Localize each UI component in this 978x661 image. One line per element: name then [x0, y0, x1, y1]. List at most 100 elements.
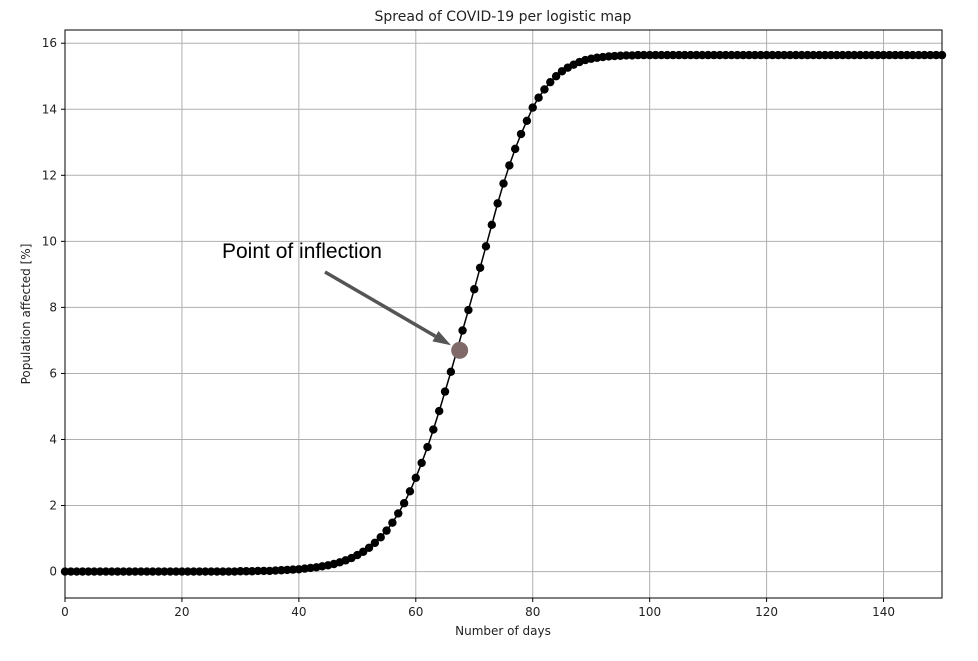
data-point: [727, 50, 736, 60]
data-point: [370, 538, 380, 548]
data-point: [201, 567, 210, 576]
data-point: [698, 50, 707, 60]
data-point: [779, 50, 789, 60]
data-point: [84, 567, 93, 576]
data-point: [458, 326, 467, 335]
data-point: [885, 50, 894, 60]
data-point: [470, 285, 479, 294]
data-point: [528, 103, 537, 112]
data-point: [832, 50, 841, 60]
annotation-arrow-shaft: [324, 270, 437, 338]
data-point: [622, 51, 631, 60]
data-point: [546, 77, 555, 87]
data-point: [540, 85, 549, 94]
data-point: [505, 161, 514, 170]
y-tick-label: 10: [42, 234, 57, 248]
data-point: [867, 50, 877, 60]
y-tick-label: 8: [49, 300, 57, 314]
data-point: [838, 50, 847, 60]
data-point: [663, 50, 672, 60]
x-tick-label: 100: [638, 605, 661, 619]
data-point: [826, 50, 836, 60]
data-point: [908, 50, 917, 60]
data-point: [177, 567, 187, 576]
data-point: [891, 50, 900, 60]
data-point: [90, 567, 99, 576]
data-point: [674, 50, 684, 60]
data-point: [902, 50, 912, 60]
data-point: [119, 567, 128, 576]
data-point: [709, 50, 719, 60]
data-point: [703, 50, 713, 60]
data-point: [645, 50, 654, 60]
data-point: [668, 50, 678, 60]
data-point: [382, 526, 391, 535]
series-logistic: [60, 50, 947, 576]
data-point: [206, 567, 216, 576]
data-point: [651, 50, 660, 60]
data-point: [394, 509, 403, 518]
data-point: [195, 567, 204, 576]
data-point: [136, 567, 146, 576]
y-tick-label: 4: [49, 432, 57, 446]
data-point: [633, 50, 643, 60]
data-point: [399, 499, 409, 508]
x-tick-label: 20: [174, 605, 189, 619]
data-point: [926, 50, 935, 60]
data-point: [166, 567, 175, 576]
data-point: [183, 567, 192, 576]
data-point: [815, 50, 824, 60]
data-point: [218, 567, 228, 576]
y-tick-label: 14: [42, 102, 57, 116]
data-point: [879, 50, 888, 60]
data-point: [242, 567, 251, 576]
data-point: [931, 50, 941, 60]
data-point: [493, 199, 502, 208]
data-point: [721, 50, 730, 60]
data-point: [236, 567, 245, 576]
data-point: [475, 263, 485, 272]
data-point: [686, 50, 695, 60]
data-point: [803, 50, 812, 60]
data-point: [113, 567, 122, 576]
data-point: [487, 220, 497, 230]
data-point: [920, 50, 929, 60]
data-point: [516, 129, 526, 139]
axis-ticks: 0 20 40 60 80 100 120 140 0 2 4 6 8 10 12 14 16: [42, 36, 895, 619]
data-point: [850, 50, 859, 60]
data-point: [510, 144, 520, 154]
data-point: [411, 473, 420, 482]
x-tick-label: 40: [291, 605, 306, 619]
data-point: [440, 387, 450, 396]
data-point: [101, 567, 111, 576]
data-point: [72, 567, 81, 576]
y-tick-label: 0: [49, 565, 57, 579]
y-tick-label: 6: [49, 366, 57, 380]
data-point: [844, 50, 853, 60]
x-tick-label: 140: [872, 605, 895, 619]
data-point: [809, 50, 818, 60]
data-point: [750, 50, 760, 60]
data-point: [914, 50, 923, 60]
data-point: [446, 367, 456, 376]
data-point: [861, 50, 871, 60]
data-point: [499, 179, 508, 188]
grid: [64, 30, 942, 598]
data-point: [774, 50, 783, 60]
data-point: [66, 567, 76, 576]
data-point: [797, 50, 806, 60]
data-point: [791, 50, 801, 60]
data-point: [756, 50, 765, 60]
data-point: [733, 50, 742, 60]
data-point: [855, 50, 865, 60]
data-point: [820, 50, 830, 60]
data-point: [224, 567, 233, 576]
data-point: [762, 50, 771, 60]
data-point: [212, 567, 222, 576]
data-point: [896, 50, 906, 60]
data-point: [429, 425, 438, 434]
annotation-label: Point of inflection: [222, 240, 382, 263]
data-point: [171, 567, 181, 576]
data-point: [107, 567, 116, 576]
